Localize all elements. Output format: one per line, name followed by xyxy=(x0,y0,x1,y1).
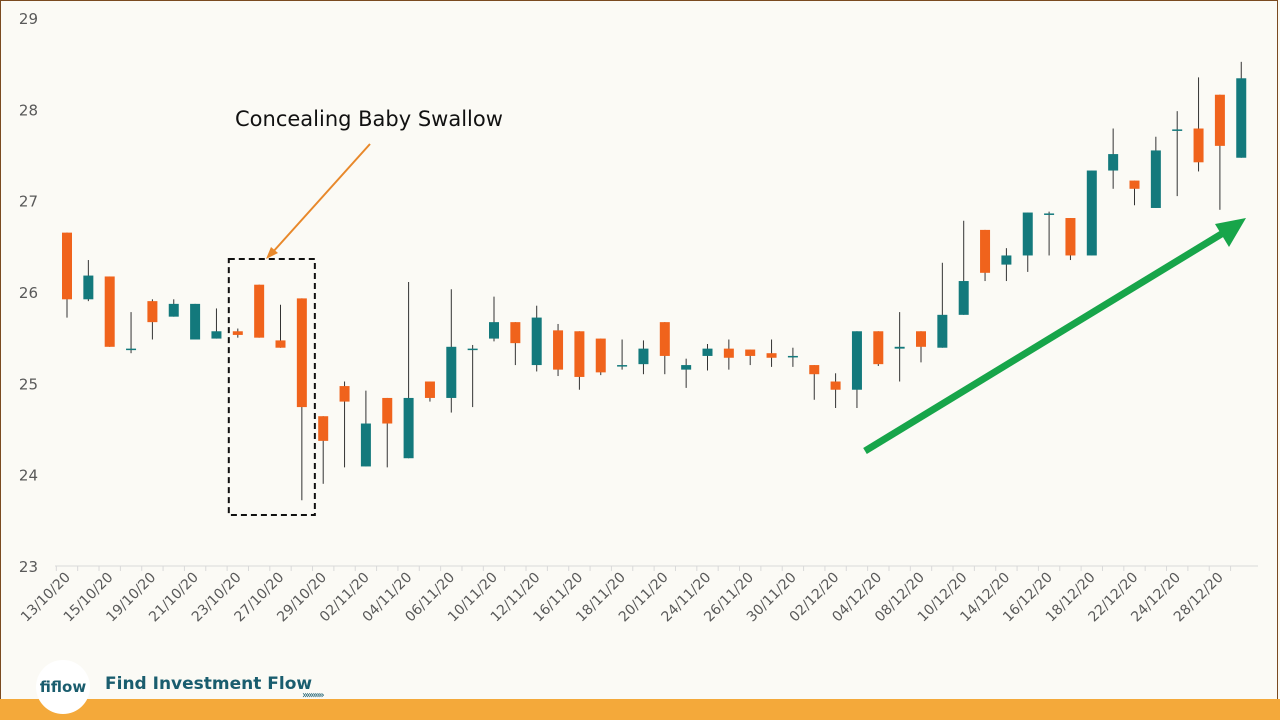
candle-body-down xyxy=(318,416,329,441)
candle-body-down xyxy=(424,381,435,398)
axes: 2324252627282913/10/2015/10/2019/10/2021… xyxy=(18,10,1258,625)
candle-body-up xyxy=(446,346,457,398)
footer-bar xyxy=(0,699,1280,720)
y-tick-label: 28 xyxy=(19,101,38,119)
candle-body-down xyxy=(510,322,521,344)
candle-body-down xyxy=(254,284,265,338)
candle-body-up xyxy=(467,348,478,351)
y-tick-label: 29 xyxy=(19,10,38,28)
candle-body-down xyxy=(1065,218,1076,256)
annotation-label: Concealing Baby Swallow xyxy=(235,107,503,131)
candle-body-down xyxy=(830,381,841,390)
candle-body-down xyxy=(873,331,884,365)
candle-body-up xyxy=(1086,170,1097,256)
candle-body-up xyxy=(531,317,542,366)
uptrend-arrowhead-icon xyxy=(1215,218,1246,247)
candle-body-up xyxy=(1108,154,1119,171)
pattern-highlight-box xyxy=(227,258,316,516)
candle-body-down xyxy=(659,322,670,356)
candle-body-down xyxy=(980,229,991,273)
candle-body-up xyxy=(190,303,201,340)
candle-body-down xyxy=(1129,180,1140,189)
candle-body-down xyxy=(574,331,585,377)
overlays: Concealing Baby Swallow xyxy=(227,107,1246,516)
candle-body-up xyxy=(1044,213,1055,215)
uptrend-arrow-line xyxy=(863,227,1230,454)
candle-body-down xyxy=(766,353,777,358)
candle-body-down xyxy=(595,338,606,373)
candle-body-down xyxy=(62,232,72,300)
candle-body-down xyxy=(296,298,307,408)
candle-body-down xyxy=(275,340,286,348)
candle-body-up xyxy=(638,348,649,365)
y-tick-label: 27 xyxy=(19,193,38,211)
candle-body-up xyxy=(403,397,414,459)
candle-body-down xyxy=(382,397,393,424)
brand-arrows-icon: »»»»» xyxy=(302,690,325,701)
candle-body-down xyxy=(745,349,756,356)
candle-body-down xyxy=(147,301,158,323)
candle-bodies xyxy=(62,78,1247,467)
candle-body-down xyxy=(809,365,820,375)
candle-body-up xyxy=(1150,150,1161,208)
candle-body-down xyxy=(1193,128,1204,163)
y-tick-label: 23 xyxy=(19,558,38,576)
candle-body-down xyxy=(916,331,926,347)
candle-body-down xyxy=(1214,94,1225,146)
y-tick-label: 25 xyxy=(19,375,38,393)
candle-body-up xyxy=(617,365,628,367)
candle-body-down xyxy=(104,276,115,347)
candle-body-up xyxy=(681,365,692,370)
candle-body-up xyxy=(1001,255,1012,265)
candle-body-up xyxy=(360,423,371,467)
brand-name: Find Investment Flow xyxy=(105,674,313,694)
candle-body-up xyxy=(211,331,222,339)
y-tick-label: 24 xyxy=(19,467,38,485)
candle-body-up xyxy=(894,346,905,349)
candle-body-up xyxy=(1236,78,1247,158)
candle-body-up xyxy=(1172,129,1183,131)
candle-body-down xyxy=(723,348,734,358)
candle-body-up xyxy=(702,348,713,356)
candle-body-down xyxy=(339,386,350,402)
candle-body-up xyxy=(1022,212,1033,256)
candle-body-up xyxy=(958,281,969,315)
candle-body-down xyxy=(232,331,243,335)
candle-body-down xyxy=(553,330,564,370)
candle-body-up xyxy=(851,331,862,390)
candle-body-up xyxy=(787,355,798,358)
candle-body-up xyxy=(489,322,499,339)
candle-body-up xyxy=(168,303,179,317)
annotation-arrowhead-icon xyxy=(266,247,278,259)
annotation-arrow-line xyxy=(271,143,371,254)
candle-body-up xyxy=(937,314,948,348)
candle-body-up xyxy=(126,348,137,351)
brand-logo: fiflow xyxy=(36,660,90,714)
candle-body-up xyxy=(83,275,94,300)
y-tick-label: 26 xyxy=(19,284,38,302)
